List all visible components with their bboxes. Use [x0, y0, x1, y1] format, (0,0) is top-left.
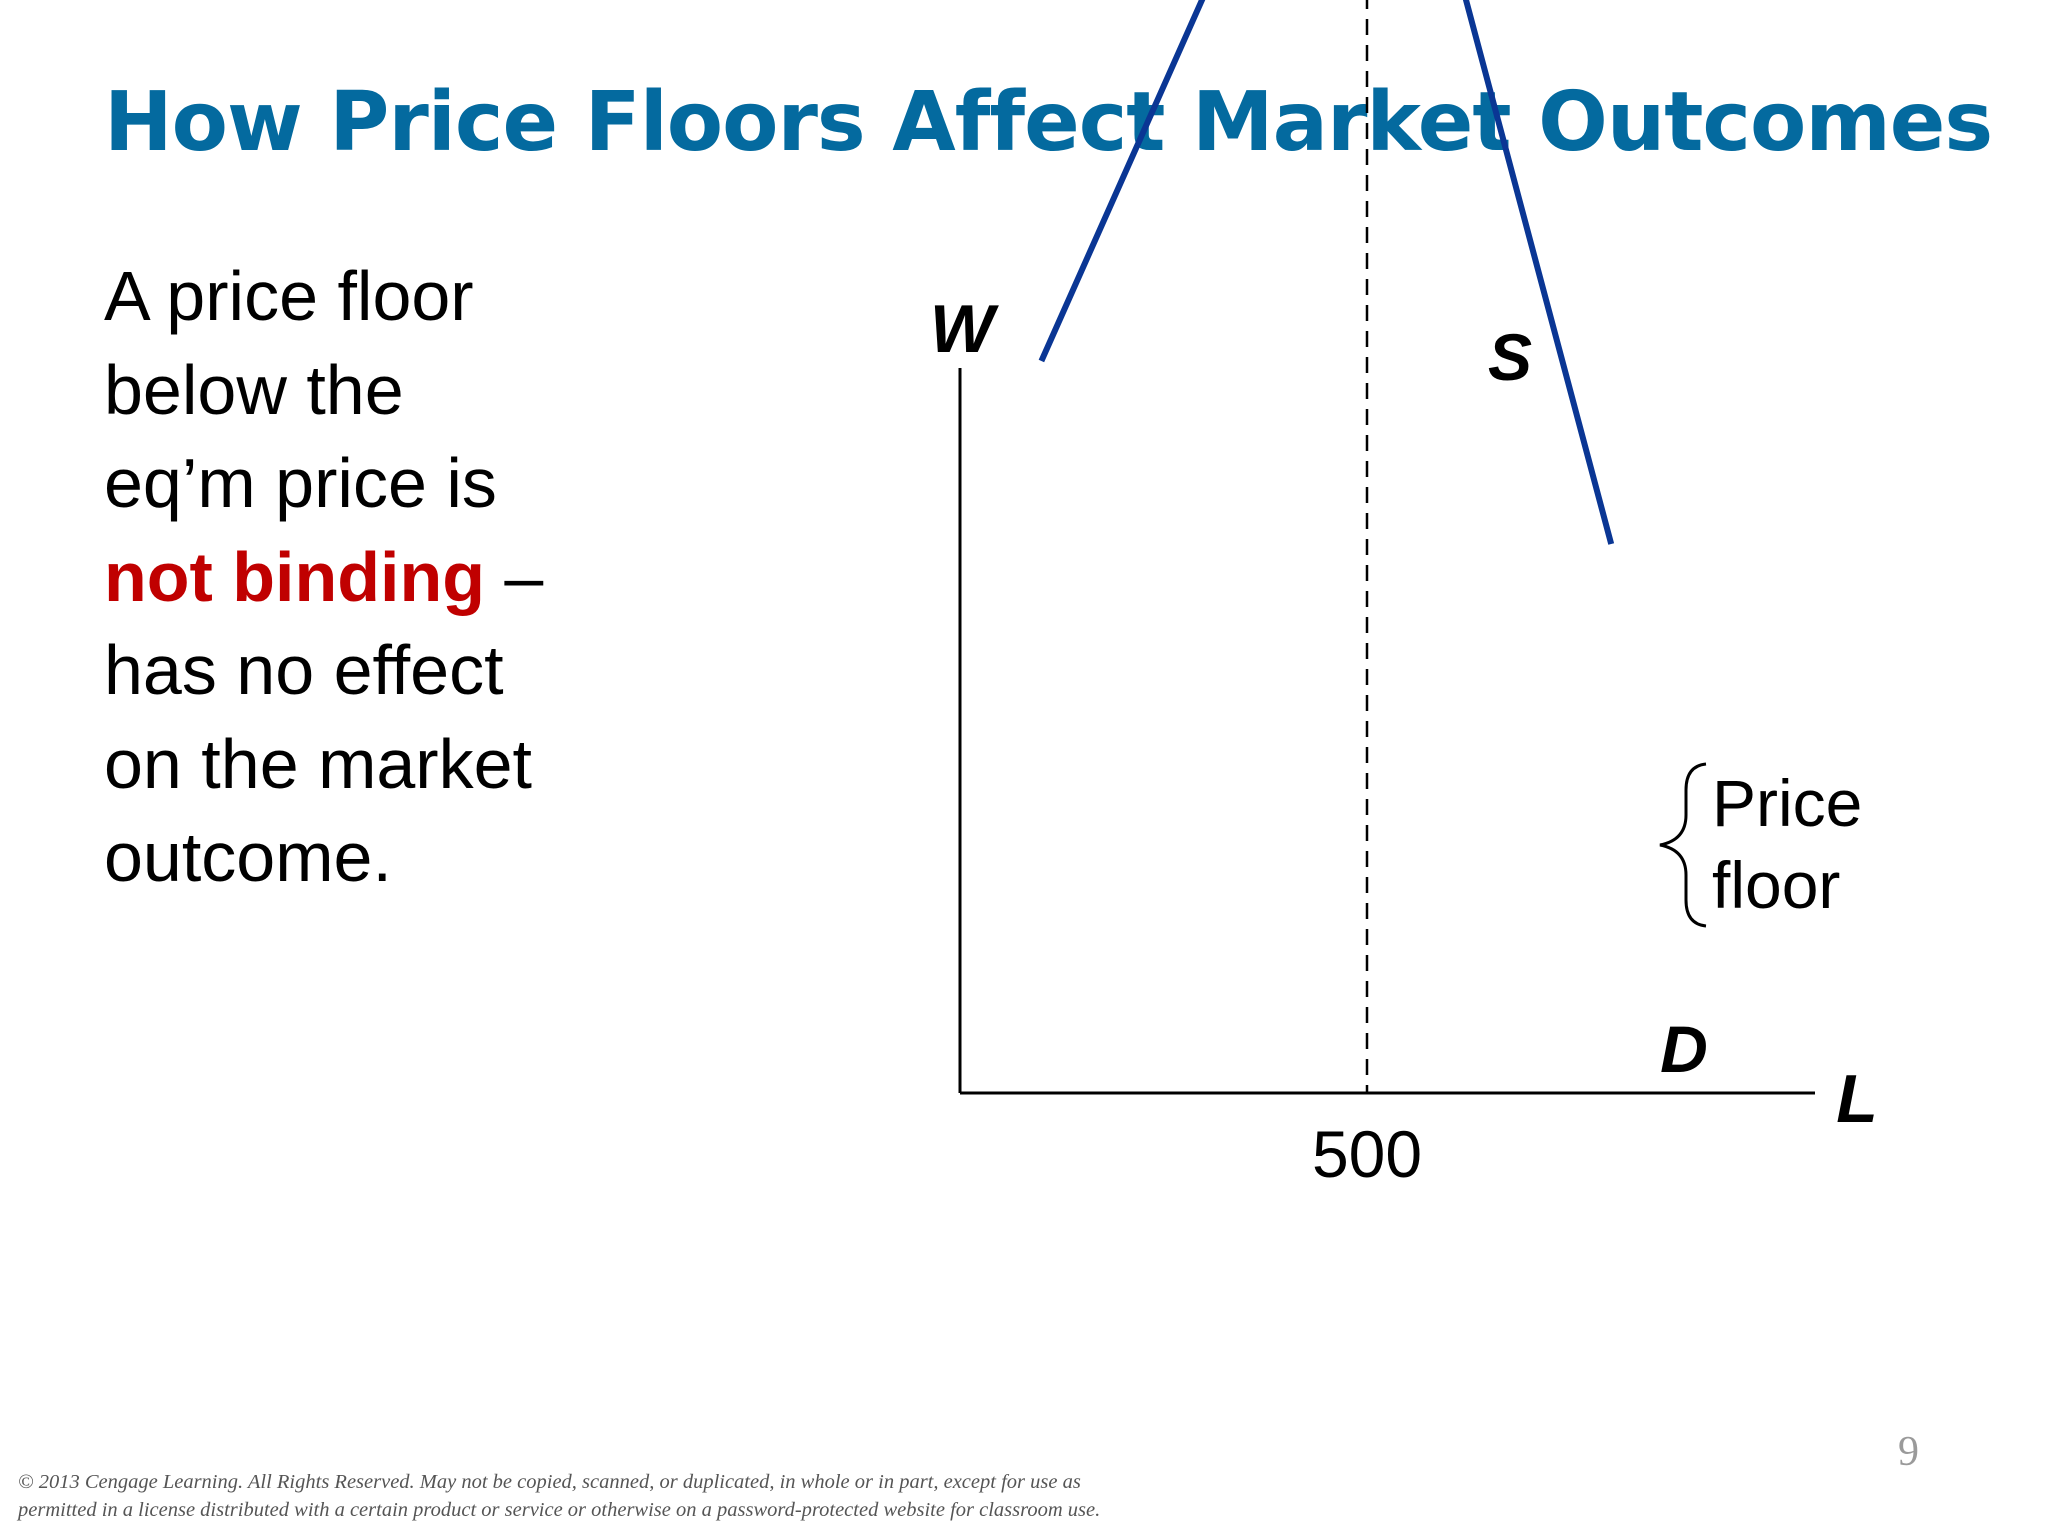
demand-label: D — [1660, 1012, 1708, 1086]
body-line: eq’m price is — [104, 444, 497, 522]
body-line: has no effect — [104, 631, 504, 709]
supply-curve — [1038, 0, 1206, 363]
body-line: on the market — [104, 724, 532, 803]
body-text: A price floor below the eq’m price is no… — [104, 250, 624, 905]
price-floor-brace — [1659, 762, 1707, 928]
x-tick-label-500: 500 — [1312, 1117, 1422, 1191]
x-axis-label: L — [1836, 1061, 1878, 1137]
body-line: below the — [104, 350, 404, 429]
demand-curve — [1462, 0, 1615, 545]
copyright-footer: © 2013 Cengage Learning. All Rights Rese… — [18, 1468, 1318, 1524]
supply-label: S — [1488, 320, 1532, 394]
body-line: outcome. — [104, 818, 392, 896]
dash-text: – — [484, 537, 544, 616]
body-line: not binding – — [104, 531, 624, 625]
slide-title: How Price Floors Affect Market Outcomes — [104, 75, 1993, 170]
y-axis-label: W — [930, 291, 1000, 367]
footer-line: permitted in a license distributed with … — [18, 1499, 1101, 1521]
not-binding-emphasis: not binding — [104, 537, 485, 616]
body-line: A price floor — [104, 257, 474, 335]
price-floor-label-line1: Price — [1712, 766, 1862, 840]
footer-line: © 2013 Cengage Learning. All Rights Rese… — [18, 1471, 1081, 1493]
page-number: 9 — [1898, 1429, 1919, 1475]
price-floor-label-line2: floor — [1712, 848, 1840, 922]
